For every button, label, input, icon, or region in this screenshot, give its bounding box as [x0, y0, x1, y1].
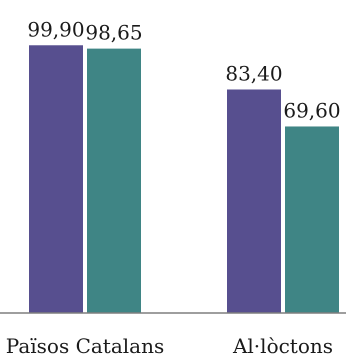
data-label-series1-cat1: 99,90	[27, 17, 84, 41]
bar-series1-cat2	[227, 89, 281, 313]
bars-group	[29, 45, 339, 313]
x-tick-label-cat2: Al·lòctons	[232, 334, 333, 358]
bar-series2-cat1	[87, 48, 141, 313]
x-tick-label-cat1: Països Catalans	[6, 334, 164, 358]
data-label-series2-cat1: 98,65	[85, 21, 142, 45]
data-label-series1-cat2: 83,40	[225, 61, 282, 85]
bar-series1-cat1	[29, 45, 83, 313]
bar-series2-cat2	[285, 126, 339, 313]
data-label-series2-cat2: 69,60	[283, 98, 340, 122]
